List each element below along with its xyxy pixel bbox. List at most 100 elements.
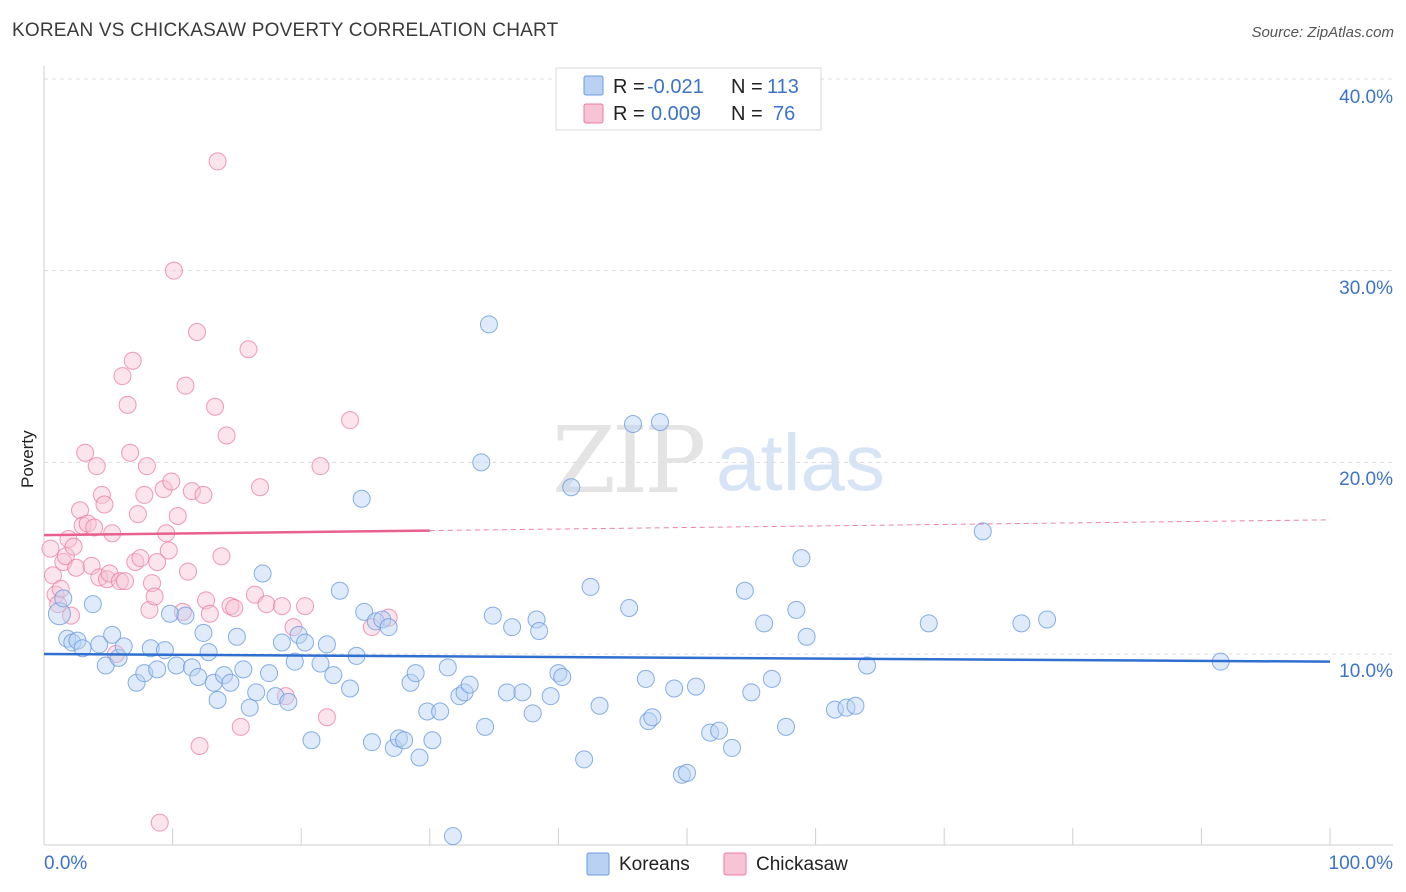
chickasaw-point (197, 591, 216, 610)
source-credit: Source: ZipAtlas.com (1251, 24, 1394, 41)
korean-point (73, 639, 92, 658)
y-tick-label: 10.0% (1339, 661, 1393, 682)
korean-point (742, 683, 761, 702)
x-tick-label-min: 0.0% (44, 853, 87, 874)
korean-point (530, 622, 549, 640)
korean-point (317, 635, 336, 654)
chickasaw-point (272, 597, 291, 616)
legend-n-label: N = (731, 76, 763, 98)
korean-point (199, 643, 218, 662)
chickasaw-point (116, 572, 135, 591)
korean-point (221, 673, 240, 692)
korean-point (541, 687, 560, 706)
legend-swatch-korean (583, 75, 604, 96)
korean-point (503, 618, 522, 637)
korean-point (846, 696, 865, 715)
korean-point (623, 415, 642, 433)
chickasaw-point (182, 482, 201, 501)
chart-title: KOREAN VS CHICKASAW POVERTY CORRELATION … (12, 20, 559, 41)
korean-point (858, 656, 877, 675)
y-tick-label: 20.0% (1339, 469, 1393, 490)
korean-point (650, 413, 669, 432)
chickasaw-trend-extension (429, 519, 1331, 532)
korean-point (701, 723, 720, 742)
korean-point (373, 610, 392, 629)
korean-point (527, 610, 546, 629)
korean-point (234, 660, 253, 679)
chickasaw-points (41, 152, 398, 832)
chickasaw-point (121, 443, 140, 462)
korean-point (410, 748, 429, 767)
korean-point (208, 691, 227, 709)
chickasaw-point (194, 485, 213, 504)
korean-point (513, 683, 532, 702)
korean-point (189, 668, 208, 686)
korean-point (497, 683, 516, 702)
korean-point (723, 738, 742, 757)
korean-point (272, 633, 291, 652)
chickasaw-point (113, 367, 132, 386)
chickasaw-point (212, 547, 231, 566)
korean-point (54, 589, 73, 608)
korean-point (483, 606, 502, 625)
korean-trend-line (43, 652, 1331, 663)
chickasaw-point (62, 606, 81, 625)
korean-points (47, 315, 1230, 846)
chickasaw-point (100, 564, 119, 583)
korean-point (553, 668, 572, 686)
legend-label-korean: Koreans (619, 854, 690, 875)
korean-point (324, 666, 343, 685)
korean-point (341, 679, 360, 698)
chickasaw-point (208, 152, 227, 171)
legend-swatch-chickasaw (723, 852, 747, 876)
korean-point (127, 673, 146, 692)
korean-point (352, 489, 371, 508)
chickasaw-point (49, 595, 68, 614)
korean-point (330, 581, 349, 600)
chickasaw-point (206, 397, 225, 416)
korean-point (379, 618, 398, 637)
korean-point (678, 763, 696, 782)
chickasaw-point (118, 395, 137, 414)
korean-point (825, 700, 844, 719)
y-axis-label: Poverty (18, 430, 37, 488)
chickasaw-point (131, 549, 150, 568)
korean-point (581, 577, 600, 596)
series-legend: Koreans Chickasaw (586, 852, 848, 876)
watermark-zip: ZIP (552, 407, 703, 514)
korean-point (837, 698, 856, 717)
legend-r-value-chickasaw: 0.009 (651, 103, 701, 125)
legend-n-value-korean: 113 (767, 76, 799, 98)
korean-point (1012, 614, 1031, 633)
chickasaw-point (110, 572, 129, 591)
chickasaw-point (44, 566, 63, 585)
legend-r-value-korean: -0.021 (647, 76, 704, 98)
korean-point (787, 600, 806, 619)
chickasaw-point (123, 351, 142, 370)
korean-point (476, 717, 495, 736)
korean-point (253, 564, 272, 583)
chickasaw-point (64, 537, 83, 556)
chickasaw-point (150, 813, 169, 832)
korean-point (797, 627, 816, 646)
korean-point (176, 606, 195, 625)
korean-point (755, 614, 774, 633)
legend-swatch-chickasaw (583, 103, 604, 124)
korean-point (384, 738, 403, 757)
korean-point (472, 453, 491, 472)
korean-point (443, 827, 462, 846)
korean-point (523, 704, 542, 723)
korean-point (423, 731, 442, 750)
korean-point (479, 315, 498, 334)
korean-point (141, 639, 160, 658)
korean-point (83, 595, 102, 614)
korean-point (1038, 610, 1057, 629)
chickasaw-point (164, 261, 183, 280)
chickasaw-trend-line (43, 529, 430, 537)
korean-point (227, 627, 246, 646)
chickasaw-point (137, 457, 156, 476)
korean-point (260, 664, 279, 683)
chickasaw-point (200, 604, 219, 623)
korean-point (167, 656, 186, 675)
